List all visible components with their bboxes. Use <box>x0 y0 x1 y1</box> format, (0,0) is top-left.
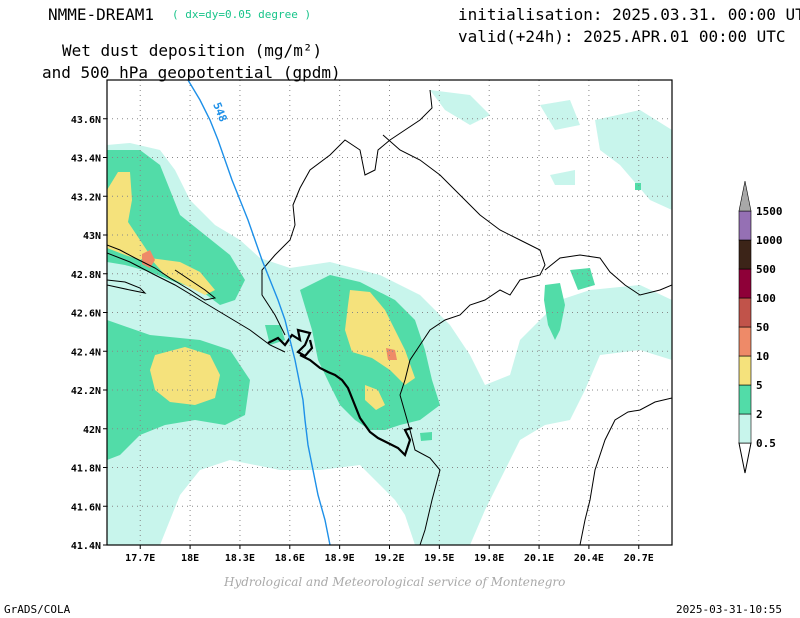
geopotential-548-line <box>187 80 331 545</box>
legend-swatch <box>738 326 752 357</box>
lon-tick-label: 20.4E <box>574 553 604 564</box>
coastline-montenegro <box>267 328 413 458</box>
lon-tick-label: 20.7E <box>624 553 654 564</box>
legend-upper-arrow <box>738 180 752 212</box>
model-name: NMME-DREAM1 <box>48 5 154 24</box>
lat-tick-label: 43N <box>83 231 101 242</box>
lat-tick-label: 41.8N <box>71 464 101 475</box>
lat-tick-label: 43.4N <box>71 154 101 165</box>
legend-swatch <box>738 297 752 328</box>
valid-time: valid(+24h): 2025.APR.01 00:00 UTC <box>458 27 786 46</box>
border-bih-montenegro <box>261 89 433 336</box>
render-timestamp: 2025-03-31-10:55 <box>676 603 782 616</box>
lon-tick-label: 20.1E <box>524 553 554 564</box>
initialisation-time: initialisation: 2025.03.31. 00:00 UTC <box>458 5 800 24</box>
software-label: GrADS/COLA <box>4 603 71 616</box>
legend-swatch <box>738 355 752 386</box>
lon-tick-label: 18E <box>181 553 199 564</box>
lon-tick-label: 17.7E <box>125 553 155 564</box>
color-legend: 0.5 2 5 10 50 100 500 1000 1500 <box>738 180 783 474</box>
lat-tick-label: 42N <box>83 425 101 436</box>
resolution-label: ( dx=dy=0.05 degree ) <box>172 8 312 21</box>
border-montenegro-serbia <box>382 134 546 396</box>
border-serbia-kosovo <box>544 254 672 296</box>
lat-tick-label: 42.8N <box>71 270 101 281</box>
coastline-peljesac <box>107 279 147 294</box>
legend-swatch <box>738 239 752 270</box>
legend-level-label: 500 <box>756 263 776 276</box>
legend-level-label: 0.5 <box>756 437 776 450</box>
lon-tick-label: 19.8E <box>474 553 504 564</box>
map-title-line-2: and 500 hPa geopotential (gpdm) <box>42 63 341 82</box>
legend-level-label: 1500 <box>756 205 783 218</box>
legend-level-label: 100 <box>756 292 776 305</box>
lon-tick-label: 18.6E <box>275 553 305 564</box>
lon-tick-label: 18.9E <box>325 553 355 564</box>
country-borders <box>107 89 672 545</box>
lat-tick-label: 41.6N <box>71 502 101 513</box>
border-kosovo-albania <box>579 397 672 545</box>
deposition-2-area-east <box>544 268 595 340</box>
map-title-line-1: Wet dust deposition (mg/m²) <box>62 41 323 60</box>
lat-tick-label: 43.2N <box>71 192 101 203</box>
deposition-2-area-west <box>107 150 245 305</box>
lat-tick-label: 43.6N <box>71 115 101 126</box>
coastline-croatia <box>107 252 286 353</box>
legend-level-label: 5 <box>756 379 763 392</box>
legend-level-label: 50 <box>756 321 769 334</box>
lon-tick-label: 19.2E <box>374 553 404 564</box>
lon-tick-label: 19.5E <box>424 553 454 564</box>
legend-level-label: 2 <box>756 408 763 421</box>
border-bih-croatia <box>107 244 217 301</box>
boka-kotorska-coast <box>267 328 314 358</box>
lat-tick-label: 41.4N <box>71 541 101 552</box>
lat-tick-label: 42.4N <box>71 347 101 358</box>
legend-level-label: 10 <box>756 350 769 363</box>
legend-lower-arrow <box>738 442 752 474</box>
lat-tick-label: 42.2N <box>71 386 101 397</box>
latitude-axis: 43.6N 43.4N 43.2N 43N 42.8N 42.6N 42.4N 42.2N 42… <box>71 115 107 552</box>
lat-tick-label: 42.6N <box>71 309 101 320</box>
legend-swatch <box>738 413 752 444</box>
deposition-5-area-central <box>345 290 415 410</box>
geopotential-contour-label: 548 <box>210 101 229 124</box>
legend-swatch <box>738 384 752 415</box>
longitude-axis: 17.7E 18E 18.3E 18.6E 18.9E 19.2E 19.5E 19.8E 20… <box>125 545 654 564</box>
legend-swatch <box>738 268 752 299</box>
deposition-5-area-west <box>107 172 215 295</box>
legend-level-label: 1000 <box>756 234 783 247</box>
montenegro-coast <box>299 354 413 458</box>
lon-tick-label: 18.3E <box>225 553 255 564</box>
legend-swatch <box>738 210 752 241</box>
credit-text: Hydrological and Meteorological service … <box>224 575 566 589</box>
border-albania-montenegro <box>399 394 441 545</box>
map-plot-area <box>107 90 672 545</box>
deposition-0.5-area-north <box>430 90 672 210</box>
